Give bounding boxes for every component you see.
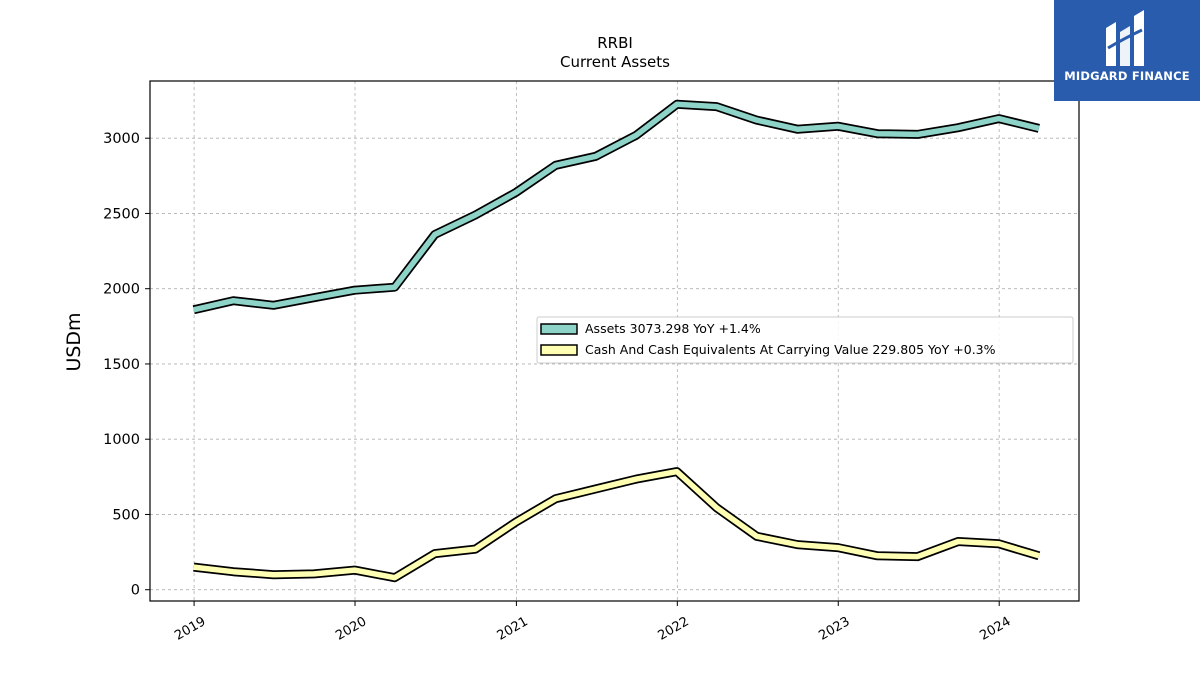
brand-logo: MIDGARD FINANCE	[1054, 0, 1200, 101]
y-tick-label: 2500	[103, 206, 140, 222]
y-axis-label: USDm	[63, 312, 85, 371]
y-tick-label: 3000	[103, 131, 140, 147]
series-layer	[192, 99, 1041, 583]
x-tick-label: 2019	[172, 614, 208, 644]
y-tick-label: 1500	[103, 357, 140, 373]
legend-swatch-assets	[540, 323, 578, 335]
x-ticks: 2019 2020 2021 2022 2023 2024	[172, 601, 1014, 644]
series-outline-1	[193, 467, 1041, 583]
chart-subtitle: Current Assets	[560, 53, 670, 71]
chart-title: RRBI	[597, 34, 633, 52]
legend-label-assets: Assets 3073.298 YoY +1.4%	[585, 321, 761, 336]
x-tick-label: 2024	[977, 614, 1013, 644]
legend-swatch-cash	[540, 344, 578, 356]
brand-name: MIDGARD FINANCE	[1064, 69, 1190, 83]
x-tick-label: 2022	[655, 614, 691, 644]
series-line-0	[193, 101, 1040, 313]
y-tick-label: 2000	[103, 282, 140, 298]
plot-frame	[149, 80, 1080, 602]
series-line-1	[193, 468, 1040, 581]
x-tick-label: 2023	[816, 614, 852, 644]
legend: Assets 3073.298 YoY +1.4% Cash And Cash …	[536, 316, 1074, 364]
legend-box	[536, 316, 1074, 364]
x-tick-label: 2021	[495, 614, 531, 644]
y-tick-label: 500	[112, 507, 140, 523]
x-tick-label: 2020	[333, 614, 369, 644]
y-tick-label: 1000	[103, 432, 140, 448]
logo-mark-icon	[1106, 10, 1144, 66]
y-tick-label: 0	[131, 583, 140, 599]
legend-label-cash: Cash And Cash Equivalents At Carrying Va…	[585, 342, 996, 357]
y-ticks: 0 500 1000 1500 2000 2500 3000	[103, 131, 150, 599]
